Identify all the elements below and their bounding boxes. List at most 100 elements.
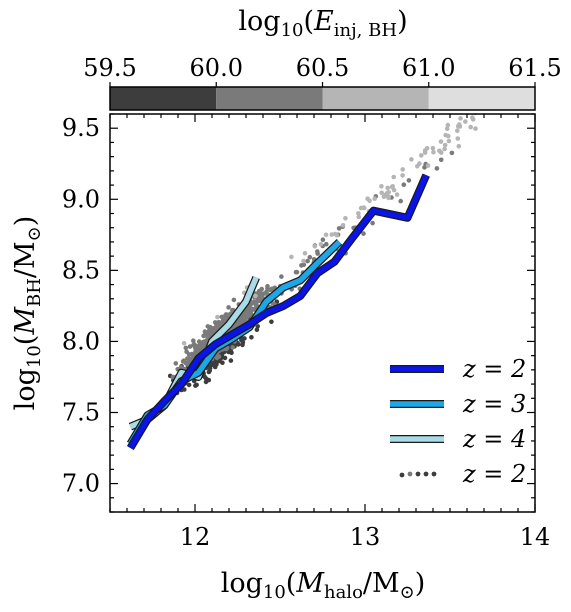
scatter-point [293,269,299,275]
scatter-point [205,324,211,329]
scatter-point [455,136,461,141]
scatter-point [197,344,202,350]
scatter-point [194,382,199,388]
scatter-point [181,340,187,346]
scatter-point [299,263,304,268]
colorbar-bin-2 [322,87,429,110]
scatter-point [173,361,179,366]
scatter-point [379,190,385,196]
scatter-point [178,365,184,370]
scatter-point [240,342,245,348]
scatter-point [356,214,362,220]
scatter-point [251,299,257,304]
scatter-point [218,320,223,326]
colorbar-tick-label: 60.0 [190,54,243,82]
scatter-point [400,167,406,172]
scatter-point [356,211,361,216]
scatter-point [434,166,440,171]
x-tick-label: 14 [520,523,551,551]
scatter-point [214,361,219,367]
scatter-point [379,184,384,189]
y-tick-label: 8.0 [62,327,100,355]
scatter-point [245,310,250,315]
scatter-point [209,326,215,332]
scatter-point [324,241,329,247]
scatter-point [215,314,220,320]
scatter-point [391,174,397,180]
x-tick-labels: 12 13 14 [180,523,551,551]
scatter-point [444,126,450,131]
scatter-point [370,220,375,226]
colorbar-tick-labels: 59.5 60.0 60.5 61.0 61.5 [83,54,561,82]
scatter-point [430,145,436,151]
line-outline [126,173,430,451]
scatter-point [184,349,189,355]
scatter-point [228,358,234,363]
scatter-point [343,216,348,221]
scatter-point [265,284,270,289]
scatter-point [457,122,462,127]
legend-label: z = 4 [462,425,526,453]
scatter-point [417,161,422,166]
x-tick-label: 13 [350,523,381,551]
scatter-point [422,150,428,155]
legend-swatch-point [415,471,421,477]
scatter-point [386,195,391,201]
colorbar-title: log10(Einj, BH) [238,6,407,41]
scatter-point [455,128,460,133]
scatter-point [365,196,370,201]
scatter-point [372,196,378,201]
scatter-point [185,356,190,361]
colorbar-tick-label: 61.5 [508,54,561,82]
legend-swatch-point [431,471,437,477]
scatter-point [202,339,207,344]
scatter-point [240,319,246,324]
scatter-point [332,231,338,237]
y-tick-labels: 7.0 7.5 8.0 8.5 9.0 9.5 [62,114,100,497]
scatter-point [253,293,258,299]
scatter-point [230,345,235,350]
scatter-point [268,287,273,293]
scatter-point [307,254,313,260]
scatter-point [449,150,455,156]
colorbar-tick-label: 60.5 [296,54,349,82]
scatter-point [329,232,335,237]
colorbar-tick-label: 61.0 [402,54,455,82]
scatter-point [456,143,462,149]
scatter-point [394,192,400,197]
scatter-point [249,335,254,340]
scatter-point [385,185,391,191]
scatter-point [217,358,222,364]
scatter-point [183,345,189,351]
scatter-point [206,377,212,383]
colorbar-bin-3 [428,87,535,110]
scatter-point [302,251,308,256]
y-tick-label: 7.0 [62,470,100,498]
scatter-point [289,254,294,260]
scatter-point [431,149,436,155]
scatter-point [401,182,407,187]
scatter-point [206,369,212,375]
colorbar-bin-0 [110,87,217,110]
scatter-point [279,274,284,279]
colorbar-bin-1 [216,87,323,110]
scatter-point [473,126,478,131]
scatter-point [222,355,228,361]
scatter-point [422,165,427,170]
scatter-point [463,119,468,124]
colorbar [109,82,536,111]
scatter-point [193,348,199,354]
scatter-point [340,223,346,228]
y-tick-label: 7.5 [62,399,100,427]
scatter-point [269,319,274,325]
scatter-point [231,297,237,303]
scatter-point [257,298,263,304]
y-axis-label: log10(MBH/M⊙) [10,216,45,411]
scatter-point [443,132,449,138]
scatter-point [257,295,262,300]
y-tick-label: 9.5 [62,114,100,142]
line-series [128,173,429,450]
x-axis-label: log10(Mhalo/M⊙) [221,568,426,603]
scatter-point [201,333,206,339]
median-lines [126,173,430,451]
